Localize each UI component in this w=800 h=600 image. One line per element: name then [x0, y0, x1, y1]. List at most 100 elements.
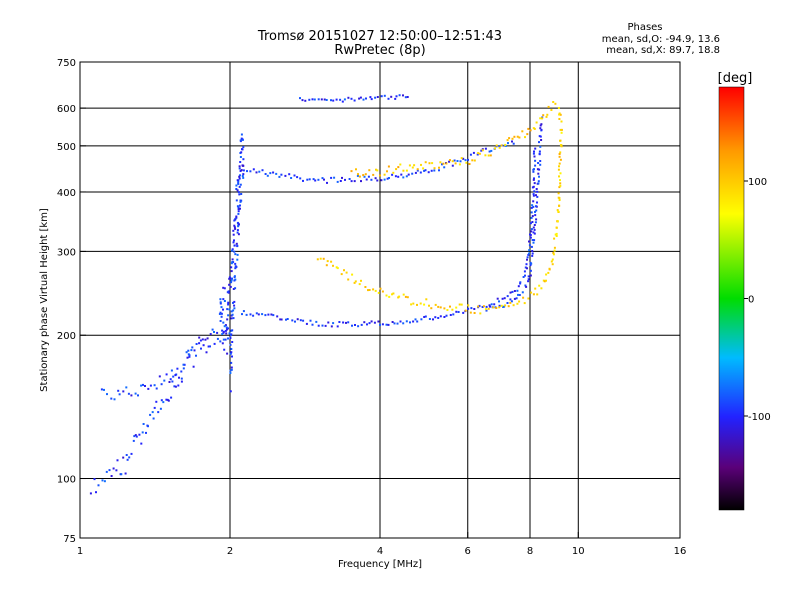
echo-point: [372, 288, 375, 291]
echo-point: [239, 139, 242, 142]
echo-point: [89, 492, 92, 495]
echo-point: [542, 114, 545, 117]
y-tick-label: 500: [57, 142, 76, 153]
echo-point: [525, 285, 528, 288]
echo-point: [354, 324, 356, 326]
echo-point: [467, 158, 469, 161]
y-tick-label: 300: [57, 247, 76, 258]
echo-point: [546, 113, 549, 116]
echo-point: [424, 161, 427, 164]
echo-point: [311, 98, 314, 101]
echo-point: [498, 146, 501, 149]
echo-point: [398, 295, 401, 298]
echo-point: [539, 127, 542, 130]
echo-point: [162, 401, 165, 404]
echo-point: [496, 297, 499, 300]
echo-point: [558, 199, 561, 201]
echo-point: [157, 411, 160, 414]
echo-point: [534, 147, 537, 150]
echo-point: [368, 322, 371, 325]
echo-point: [529, 264, 532, 267]
echo-point: [368, 289, 371, 291]
echo-point: [233, 226, 236, 229]
echo-point: [204, 338, 207, 341]
echo-point: [521, 291, 524, 294]
echo-point: [358, 175, 361, 178]
echo-point: [205, 351, 208, 354]
echo-point: [375, 168, 377, 171]
echo-point: [480, 149, 483, 152]
echo-point: [558, 118, 561, 120]
echo-point: [266, 174, 269, 177]
echo-point: [360, 323, 363, 326]
echo-point: [233, 304, 236, 307]
echo-point: [252, 168, 255, 171]
echo-point: [529, 129, 532, 132]
echo-point: [538, 168, 541, 171]
chart-subtitle: RwPretec (8p): [334, 43, 425, 58]
echo-point: [535, 209, 538, 212]
echo-point: [494, 147, 496, 150]
echo-point: [242, 169, 245, 172]
echo-point: [237, 210, 240, 213]
echo-point: [219, 311, 222, 314]
echo-point: [238, 177, 241, 180]
echo-point: [241, 313, 243, 316]
echo-point: [229, 352, 232, 355]
echo-point: [434, 316, 437, 319]
echo-point: [127, 392, 130, 395]
echo-point: [383, 178, 386, 181]
echo-point: [336, 180, 339, 183]
echo-point: [133, 435, 136, 438]
echo-point: [235, 188, 238, 190]
echo-point: [534, 287, 537, 290]
echo-point: [539, 163, 542, 166]
echo-point: [110, 397, 113, 400]
echo-point: [448, 160, 451, 163]
echo-point: [223, 325, 226, 328]
echo-point: [449, 159, 451, 162]
echo-point: [238, 223, 240, 226]
echo-point: [324, 324, 327, 327]
echo-point: [276, 315, 279, 318]
echo-point: [558, 186, 561, 189]
echo-point: [451, 308, 454, 311]
echo-point: [388, 177, 390, 179]
echo-point: [558, 162, 561, 165]
echo-point: [362, 98, 365, 101]
echo-point: [416, 320, 419, 323]
echo-point: [423, 303, 426, 306]
echo-point: [100, 388, 103, 391]
echo-point: [230, 270, 233, 273]
echo-point: [404, 295, 407, 298]
echo-point: [540, 287, 543, 290]
y-axis-label: Stationary phase Virtual Height [km]: [39, 208, 50, 392]
echo-point: [445, 314, 448, 317]
echo-point: [335, 266, 338, 269]
echo-point: [145, 431, 147, 434]
echo-point: [182, 363, 185, 366]
echo-point: [366, 323, 368, 326]
echo-point: [239, 156, 242, 158]
echo-point: [222, 330, 225, 333]
y-tick-label: 75: [63, 534, 76, 545]
echo-point: [231, 248, 234, 251]
echo-point: [532, 205, 535, 208]
echo-point: [149, 384, 152, 387]
echo-point: [221, 329, 224, 332]
echo-point: [414, 171, 417, 174]
echo-point: [122, 456, 125, 459]
echo-point: [223, 300, 226, 302]
echo-point: [227, 314, 230, 317]
echo-point: [255, 312, 258, 315]
echo-point: [538, 141, 540, 144]
echo-point: [391, 293, 393, 296]
echo-point: [326, 181, 328, 184]
echo-points: [89, 94, 563, 495]
echo-point: [105, 470, 108, 473]
echo-point: [230, 368, 233, 371]
echo-point: [552, 253, 555, 256]
echo-point: [414, 318, 417, 321]
echo-point: [373, 321, 376, 324]
echo-point: [198, 342, 201, 345]
